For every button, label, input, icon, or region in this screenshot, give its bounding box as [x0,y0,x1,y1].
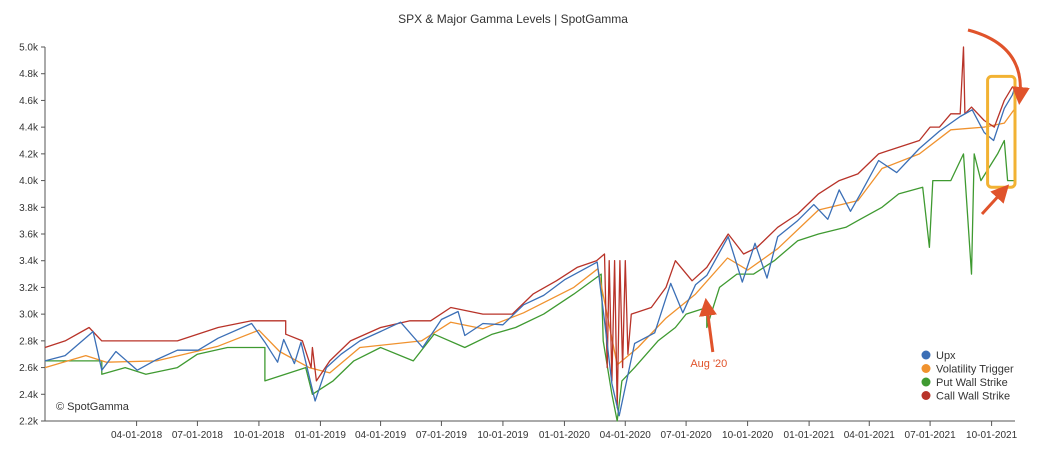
y-tick-label: 3.0k [19,310,39,321]
series-line-upx [44,86,1016,417]
y-tick-label: 4.6k [19,96,39,107]
legend-marker-call-wall-strike [921,391,931,400]
x-tick-label: 10-01-2019 [477,430,529,441]
series-line-volatility-trigger [44,108,1016,374]
x-tick-label: 07-01-2018 [172,430,224,441]
x-tick-label: 01-01-2019 [295,430,347,441]
highlight-box [986,74,1017,189]
x-tick-label: 04-01-2019 [355,430,407,441]
x-axis: 04-01-2018 07-01-2018 10-01-2018 01-01-2019… [45,420,1018,441]
x-tick-label: 07-01-2019 [416,430,468,441]
y-tick-label: 2.8k [19,336,39,347]
y-tick-label: 3.6k [19,230,39,241]
top-curved-arrow [967,28,1030,105]
y-tick-label: 2.4k [19,390,39,401]
annotations: Aug '20 [690,28,1030,370]
legend-marker-upx [921,350,931,360]
aug20-arrow [699,297,717,353]
x-tick-label: 10-01-2020 [722,430,774,441]
y-tick-label: 4.8k [19,69,39,80]
legend-marker-volatility-trigger [921,364,931,373]
y-axis: 2.2k 2.4k 2.6k 2.8k 3.0k 3.2k 3.4k 3.6k 3.8k 4.0k… [19,43,46,428]
watermark: © SpotGamma [56,401,130,413]
series-line-put-wall-strike [45,139,1015,422]
series-line-call-wall-strike [44,46,1015,409]
y-tick-label: 4.0k [19,176,39,187]
x-tick-label: 04-01-2020 [600,430,652,441]
x-tick-label: 10-01-2021 [966,430,1018,441]
x-tick-label: 01-01-2021 [784,430,836,441]
y-tick-label: 4.4k [19,123,39,134]
y-tick-label: 3.2k [19,283,39,294]
x-tick-label: 04-01-2018 [111,430,163,441]
x-tick-label: 07-01-2021 [905,430,957,441]
legend-label: Volatility Trigger [936,364,1014,376]
legend-label: Upx [936,350,956,362]
y-tick-label: 3.4k [19,256,39,267]
x-tick-label: 01-01-2020 [539,430,591,441]
x-tick-label: 07-01-2020 [661,430,713,441]
legend-label: Call Wall Strike [936,391,1010,403]
bottom-arrow [980,184,1010,216]
legend-marker-put-wall-strike [921,377,931,387]
y-tick-label: 3.8k [19,203,39,214]
aug20-label: Aug '20 [690,358,727,370]
y-tick-label: 4.2k [19,149,39,160]
legend-label: Put Wall Strike [936,377,1008,389]
plot-area [44,46,1017,422]
chart-title: SPX & Major Gamma Levels | SpotGamma [398,12,628,26]
y-tick-label: 5.0k [19,43,39,54]
y-tick-label: 2.2k [19,417,39,428]
x-tick-label: 04-01-2021 [844,430,896,441]
y-tick-label: 2.6k [19,363,39,374]
x-tick-label: 10-01-2018 [233,430,285,441]
